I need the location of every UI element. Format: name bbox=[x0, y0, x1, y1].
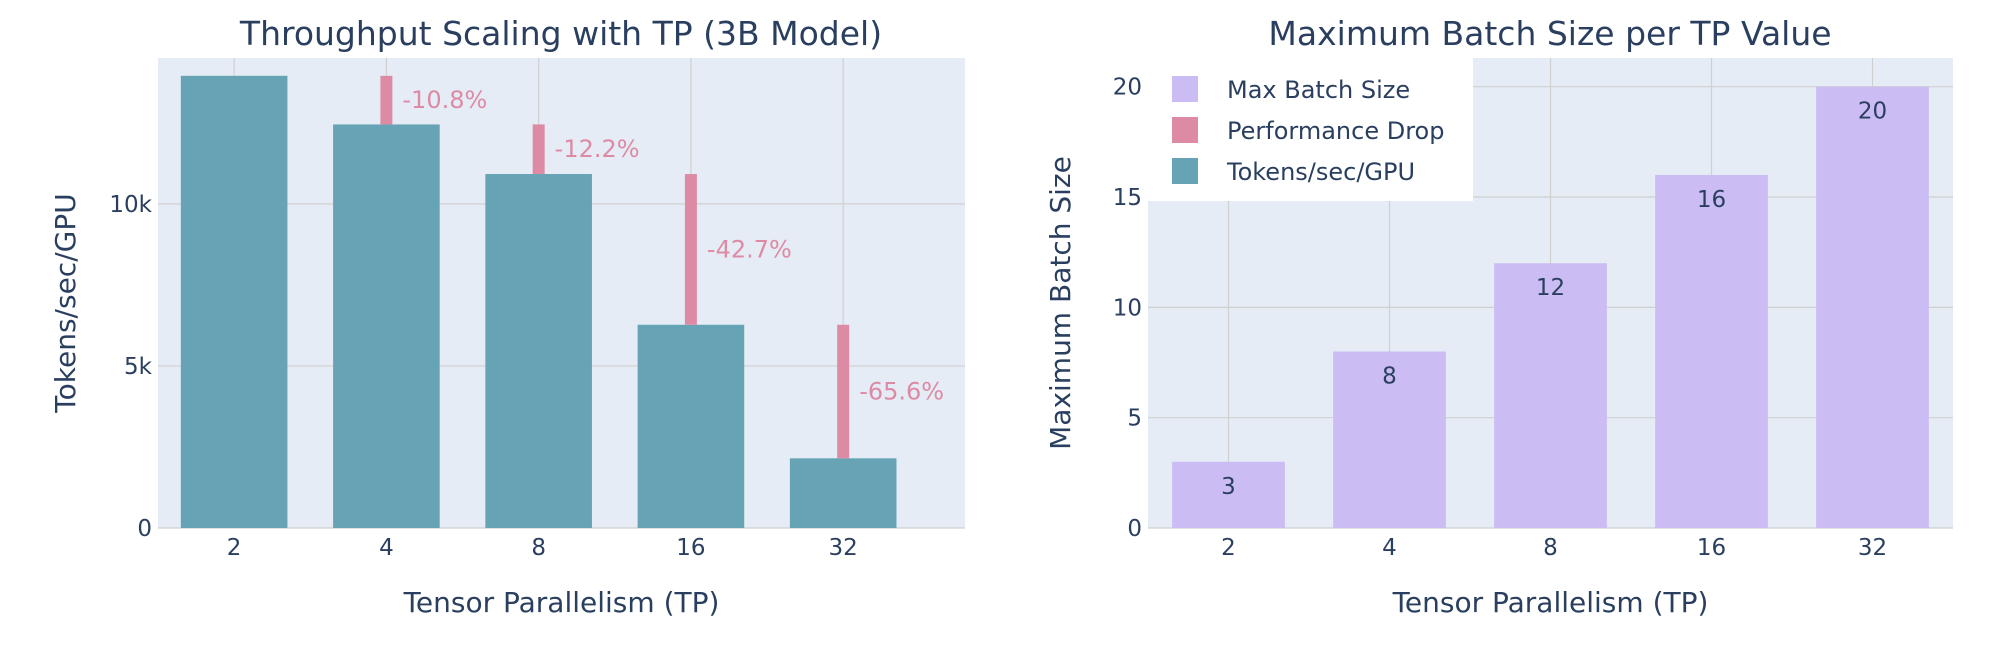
drop-label-0: -42.7% bbox=[707, 235, 792, 263]
legend-label: Max Batch Size bbox=[1227, 76, 1410, 104]
y-axis-label-1: Maximum Batch Size bbox=[1044, 156, 1077, 450]
bar-0 bbox=[637, 324, 745, 528]
y-tick-label-0: 5k bbox=[124, 354, 153, 380]
y-tick-label-0: 10k bbox=[109, 192, 152, 218]
x-tick-label-0: 8 bbox=[531, 535, 546, 561]
x-tick-label-0: 2 bbox=[227, 535, 242, 561]
bar-data-label-1: 8 bbox=[1382, 363, 1397, 389]
chart-title-1: Maximum Batch Size per TP Value bbox=[1268, 14, 1831, 53]
x-axis-label-0: Tensor Parallelism (TP) bbox=[403, 586, 720, 619]
bar-data-label-1: 16 bbox=[1697, 187, 1726, 213]
legend-swatch bbox=[1172, 158, 1198, 184]
x-tick-label-1: 16 bbox=[1697, 535, 1726, 561]
drop-bar-0 bbox=[532, 124, 545, 175]
bar-0 bbox=[180, 75, 288, 529]
legend-label: Performance Drop bbox=[1227, 117, 1444, 145]
drop-label-0: -12.2% bbox=[555, 135, 640, 163]
x-tick-label-1: 32 bbox=[1858, 535, 1887, 561]
bar-1 bbox=[1333, 351, 1446, 528]
drop-bar-0 bbox=[380, 75, 393, 125]
x-tick-label-1: 2 bbox=[1221, 535, 1236, 561]
x-axis-label-1: Tensor Parallelism (TP) bbox=[1392, 586, 1709, 619]
legend-box bbox=[1148, 58, 1473, 201]
x-tick-label-0: 16 bbox=[676, 535, 705, 561]
x-tick-label-0: 32 bbox=[829, 535, 858, 561]
bar-0 bbox=[333, 124, 440, 528]
bar-data-label-1: 12 bbox=[1536, 275, 1565, 301]
bar-data-label-1: 20 bbox=[1858, 99, 1887, 125]
legend-swatch bbox=[1172, 117, 1198, 143]
drop-bar-0 bbox=[837, 324, 850, 459]
drop-label-0: -65.6% bbox=[859, 378, 944, 406]
bar-1 bbox=[1816, 86, 1929, 528]
y-tick-label-0: 0 bbox=[137, 516, 152, 542]
drop-bar-0 bbox=[684, 174, 697, 325]
y-axis-label-0: Tokens/sec/GPU bbox=[49, 193, 82, 413]
bar-0 bbox=[485, 174, 592, 528]
y-tick-label-1: 0 bbox=[1127, 516, 1142, 542]
x-tick-label-1: 4 bbox=[1382, 535, 1397, 561]
legend-label: Tokens/sec/GPU bbox=[1226, 158, 1415, 186]
x-tick-label-0: 4 bbox=[379, 535, 394, 561]
bar-1 bbox=[1494, 263, 1607, 528]
bar-1 bbox=[1172, 461, 1285, 528]
legend-swatch bbox=[1172, 76, 1198, 102]
bar-data-label-1: 3 bbox=[1221, 474, 1236, 500]
drop-label-0: -10.8% bbox=[402, 86, 487, 114]
y-tick-label-1: 20 bbox=[1113, 75, 1142, 101]
chart-title-0: Throughput Scaling with TP (3B Model) bbox=[239, 14, 882, 53]
y-tick-label-1: 5 bbox=[1127, 406, 1142, 432]
x-tick-label-1: 8 bbox=[1543, 535, 1558, 561]
y-tick-label-1: 15 bbox=[1113, 185, 1142, 211]
bar-1 bbox=[1655, 174, 1768, 528]
y-tick-label-1: 10 bbox=[1113, 295, 1142, 321]
bar-0 bbox=[789, 458, 897, 528]
